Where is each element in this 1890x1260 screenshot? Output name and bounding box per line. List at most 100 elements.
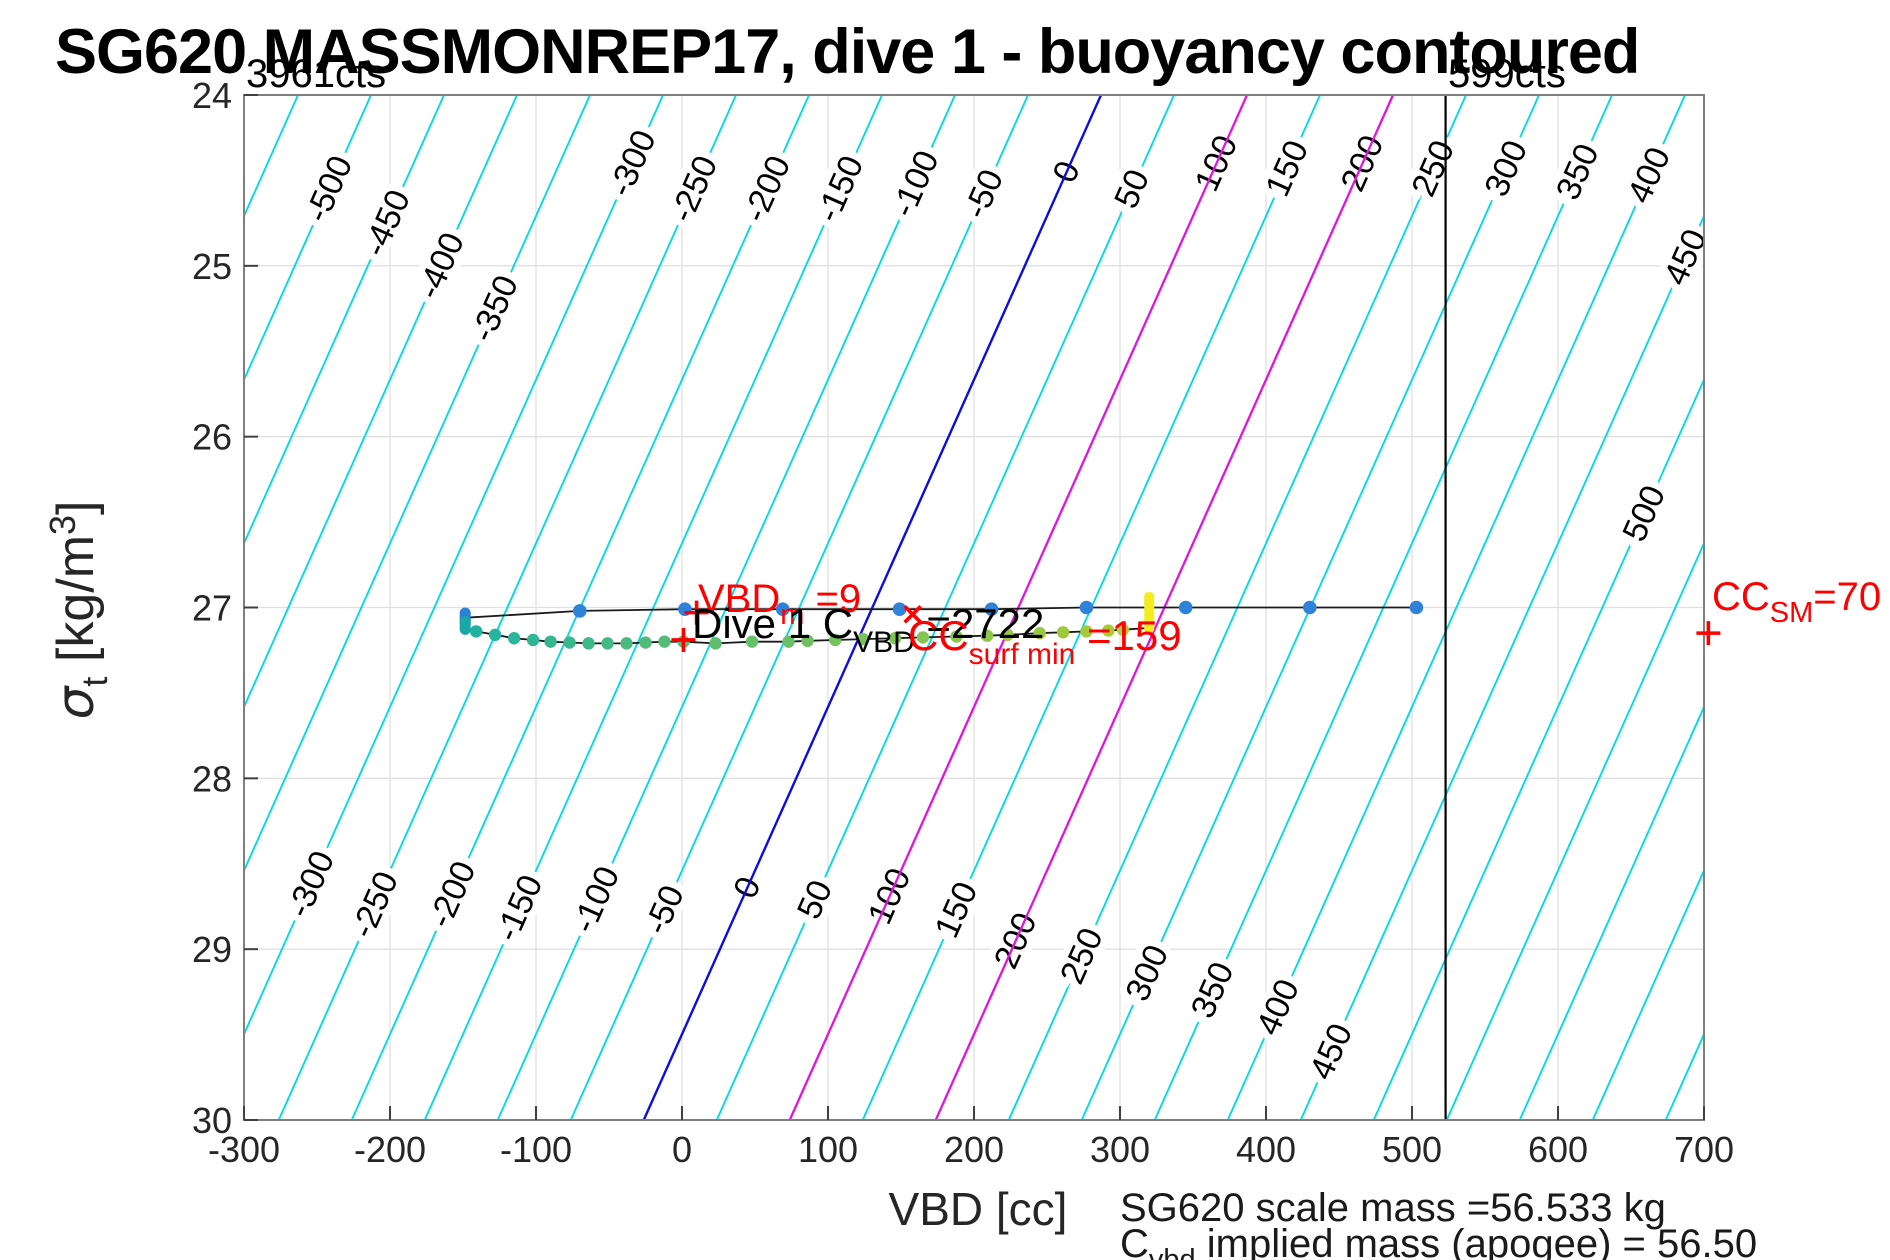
annotation-cc-surf-sub: surf min <box>968 638 1076 671</box>
contour-label--300: -300 <box>280 845 342 923</box>
climb-point <box>544 635 557 648</box>
climb-point <box>1116 623 1130 636</box>
climb-point <box>888 632 902 645</box>
contour-label-450: 450 <box>1302 1018 1360 1085</box>
vbd-counts-left-label: 3961cts <box>246 52 387 96</box>
contour-label--150: -150 <box>809 150 871 228</box>
annotation-cc-sm-value: =70 <box>1813 575 1882 619</box>
climb-point <box>801 634 814 648</box>
annotation-vbd-min-main: VBD <box>698 577 781 621</box>
x-axis-label: VBD [cc] <box>888 1183 1068 1235</box>
plot-title: SG620 MASSMONREP17, dive 1 - buoyancy co… <box>55 17 1640 87</box>
y-axis-label: σt [kg/m3] <box>42 260 115 960</box>
x-tick-700: 700 <box>1674 1129 1734 1170</box>
yellow-apogee-bar <box>1144 592 1155 634</box>
contour-line--150 <box>423 95 883 1120</box>
dive-point <box>1303 600 1317 615</box>
contour-label-350: 350 <box>1184 957 1242 1024</box>
contour-label--450: -450 <box>356 184 418 262</box>
x-tick-400: 400 <box>1236 1129 1296 1170</box>
dive-point <box>775 602 790 617</box>
contour-label-250: 250 <box>1404 135 1462 202</box>
y-tick-27: 27 <box>192 588 232 629</box>
annotation-vbd-min-sub: m <box>780 599 805 631</box>
implied-mass-value: implied mass (apogee) = 56.50 <box>1195 1222 1758 1260</box>
annotation-dive-sub: VBD <box>853 626 915 659</box>
contour-line-450 <box>1299 213 1704 1120</box>
red-plus-marker <box>1696 621 1721 646</box>
climb-point <box>639 636 652 649</box>
contour-label--500: -500 <box>298 150 360 228</box>
contour-line-650 <box>1591 868 1704 1120</box>
implied-mass-main: C <box>1120 1222 1149 1260</box>
contour-label-50: 50 <box>1107 164 1157 214</box>
y-tick-30: 30 <box>192 1100 232 1141</box>
contour-label-300: 300 <box>1477 135 1535 202</box>
scale-mass-text: SG620 scale mass =56.533 kg <box>1120 1186 1666 1230</box>
climb-point <box>1033 626 1046 640</box>
annotation-cc-sm-main: CC <box>1712 575 1770 619</box>
tick-marks: -300 -200 -100 0 100 200 300 400 500 600 700 24 25 26… <box>192 75 1734 1170</box>
contour-line--500 <box>244 95 372 383</box>
annotation-dive-value: =2722 <box>914 600 1045 647</box>
contour-line-50 <box>715 95 1175 1120</box>
contour-label--300: -300 <box>601 125 663 203</box>
annotation-cc-sm-sub: SM <box>1769 597 1814 629</box>
climb-point <box>526 633 540 647</box>
contour-label-50: 50 <box>790 875 840 925</box>
x-tick--200: -200 <box>354 1129 426 1170</box>
dive-point <box>573 604 587 618</box>
dive-point <box>1409 600 1424 615</box>
contour-line--300 <box>244 95 664 1037</box>
y-units-open: [kg/m <box>47 534 105 677</box>
contour-label--250: -250 <box>344 866 406 944</box>
annotation-cc-surf-min: CCsurf min =159 <box>908 612 1182 670</box>
contour-label--250: -250 <box>663 150 725 228</box>
annotation-cc-surf-value: =159 <box>1075 612 1182 659</box>
x-tick-600: 600 <box>1528 1129 1588 1170</box>
climb-point <box>856 632 870 646</box>
climb-point <box>1080 625 1093 638</box>
contour-label-250: 250 <box>1053 922 1111 989</box>
y-tick-28: 28 <box>192 758 232 799</box>
red-plus-marker <box>671 627 696 652</box>
contour-line--250 <box>277 95 737 1120</box>
climb-point <box>488 628 502 642</box>
sigma-symbol: σ <box>46 686 106 720</box>
x-tick--300: -300 <box>208 1129 280 1170</box>
contour-label--200: -200 <box>421 856 483 934</box>
contour-line--450 <box>244 95 445 546</box>
dive-trace-line <box>465 606 1417 619</box>
zero-buoyancy-line <box>642 95 1103 1120</box>
contour-line-400 <box>1226 95 1686 1120</box>
dive-point <box>984 602 999 617</box>
climb-point <box>620 637 633 650</box>
climb-point <box>709 637 722 650</box>
dive-point <box>892 602 907 617</box>
highlight-line-100 <box>788 95 1249 1120</box>
dive-point <box>1178 600 1193 615</box>
red-markers <box>671 600 1721 652</box>
annotation-cc-sm: CCSM=70 <box>1712 575 1882 628</box>
implied-mass-text: Cvbd implied mass (apogee) = 56.50 <box>1120 1222 1757 1260</box>
annotation-dive-main: Dive 1 C <box>692 600 854 647</box>
contour-label--100: -100 <box>884 145 946 223</box>
x-tick-200: 200 <box>944 1129 1004 1170</box>
sigma-subscript: t <box>74 676 115 687</box>
annotation-cc-surf-main: CC <box>908 612 969 659</box>
contour-line-600 <box>1518 704 1704 1120</box>
start-capsule-teal <box>459 616 471 635</box>
contour-line--400 <box>244 95 518 710</box>
contour-label--50: -50 <box>956 164 1011 224</box>
climb-point <box>916 631 930 644</box>
climb-point <box>582 637 595 650</box>
y-tick-26: 26 <box>192 417 232 458</box>
climb-point <box>469 625 483 638</box>
climb-point <box>950 630 963 643</box>
contour-label--50: -50 <box>637 880 692 940</box>
y-tick-24: 24 <box>192 75 232 116</box>
contour-label-450: 450 <box>1657 224 1715 291</box>
y-units-exponent: 3 <box>42 514 83 535</box>
dive-point <box>1079 600 1094 615</box>
